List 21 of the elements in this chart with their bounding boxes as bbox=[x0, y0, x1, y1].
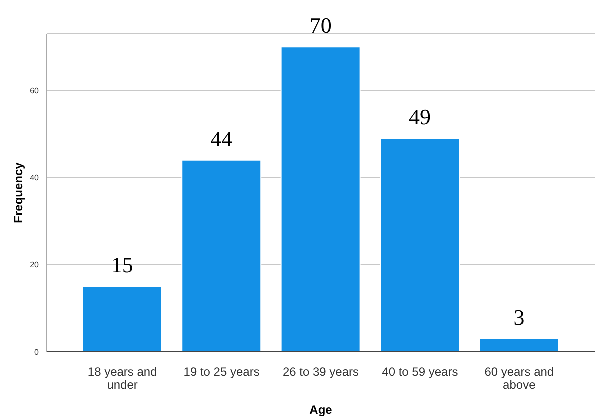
y-tick-label: 20 bbox=[30, 260, 40, 270]
x-tick-label: 18 years and under bbox=[88, 365, 158, 392]
y-axis-title: Frequency bbox=[11, 162, 26, 224]
bar bbox=[280, 46, 361, 352]
y-tick-label: 40 bbox=[30, 174, 40, 183]
data-label: 3 bbox=[514, 304, 525, 330]
bar bbox=[380, 138, 460, 352]
x-tick-label: 26 to 39 years bbox=[282, 365, 360, 379]
data-label: 15 bbox=[111, 252, 134, 278]
x-tick-label: 19 to 25 years bbox=[184, 365, 260, 379]
bar bbox=[479, 338, 560, 352]
x-tick-label: 60 years and above bbox=[484, 365, 554, 392]
data-label: 49 bbox=[409, 104, 432, 130]
x-axis-title: Age bbox=[310, 403, 333, 417]
data-label: 70 bbox=[310, 13, 332, 38]
y-tick-label: 60 bbox=[30, 86, 40, 96]
bar bbox=[82, 286, 162, 352]
y-tick-label: 0 bbox=[34, 348, 40, 357]
bar bbox=[182, 160, 262, 352]
x-tick-label: 40 to 59 years bbox=[382, 365, 458, 379]
data-label: 44 bbox=[210, 126, 233, 152]
